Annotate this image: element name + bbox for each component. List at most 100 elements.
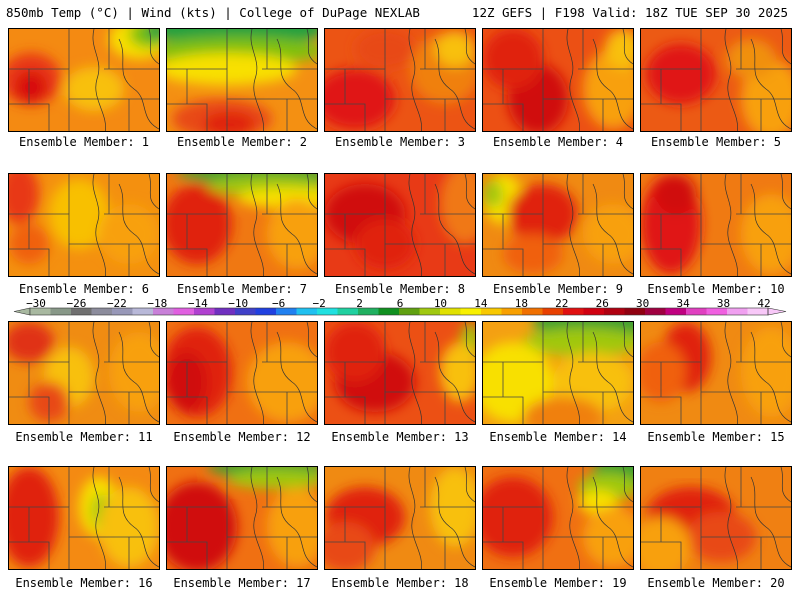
- temperature-region: [203, 112, 255, 131]
- river-line: [750, 476, 791, 568]
- ensemble-member-label: Ensemble Member: 18: [331, 576, 469, 590]
- colorbar-swatch: [337, 308, 359, 315]
- temperature-map: [483, 29, 633, 131]
- river-line: [306, 467, 317, 503]
- ensemble-member-label: Ensemble Member: 16: [15, 576, 153, 590]
- ensemble-panel-15: [640, 321, 792, 425]
- temperature-map: [483, 174, 633, 276]
- temperature-region: [440, 174, 475, 244]
- ensemble-member-label: Ensemble Member: 7: [176, 282, 308, 296]
- temperature-region: [440, 342, 475, 402]
- state-border: [325, 361, 445, 393]
- temperature-map: [483, 322, 633, 424]
- colorbar-swatch: [153, 308, 174, 315]
- river-line: [592, 38, 633, 130]
- model-run-info: 12Z GEFS | F198 Valid: 18Z TUE SEP 30 20…: [471, 5, 788, 20]
- colorbar-swatch: [727, 308, 748, 315]
- river-line: [306, 322, 317, 358]
- temperature-region: [641, 517, 691, 569]
- river-line: [592, 183, 633, 275]
- colorbar-swatch: [317, 308, 338, 315]
- temperature-map: [167, 467, 317, 569]
- temperature-map: [167, 29, 317, 131]
- temperature-map: [167, 174, 317, 276]
- ensemble-member-label: Ensemble Member: 1: [18, 135, 150, 149]
- colorbar-swatch: [747, 308, 769, 315]
- colorbar-swatch: [358, 308, 379, 315]
- river-line: [780, 29, 791, 65]
- river-line: [780, 322, 791, 358]
- state-border: [483, 248, 524, 276]
- river-line: [780, 174, 791, 210]
- colorbar-swatch: [50, 308, 72, 315]
- temperature-region: [325, 522, 375, 569]
- state-border: [167, 361, 287, 393]
- colorbar-swatch: [481, 308, 502, 315]
- river-line: [724, 467, 738, 569]
- river-line: [434, 476, 475, 568]
- state-border: [9, 396, 50, 424]
- state-border: [325, 396, 366, 424]
- map-title: 850mb Temp (°C) | Wind (kts) | College o…: [6, 5, 420, 20]
- river-line: [306, 29, 317, 65]
- colorbar-tick-label: 34: [676, 297, 690, 310]
- temperature-region: [741, 327, 791, 417]
- colorbar-swatch: [501, 308, 523, 315]
- colorbar-swatch: [173, 308, 195, 315]
- temperature-region: [483, 29, 543, 89]
- temperature-region: [483, 180, 503, 208]
- temperature-region: [325, 69, 395, 129]
- river-line: [724, 322, 738, 424]
- state-border: [483, 506, 603, 538]
- state-border: [167, 213, 287, 245]
- state-border: [483, 396, 524, 424]
- temperature-map: [9, 322, 159, 424]
- state-border: [641, 541, 682, 569]
- colorbar-swatch: [624, 308, 646, 315]
- colorbar-tick-label: 2: [356, 297, 363, 310]
- temperature-map: [641, 322, 791, 424]
- ensemble-member-label: Ensemble Member: 19: [489, 576, 627, 590]
- river-line: [118, 331, 159, 423]
- colorbar-tick-label: −10: [228, 297, 249, 310]
- ensemble-member-label: Ensemble Member: 6: [18, 282, 150, 296]
- ensemble-panel-4: [482, 28, 634, 132]
- state-border: [483, 361, 603, 393]
- river-line: [250, 29, 264, 131]
- state-border: [325, 103, 366, 131]
- river-line: [750, 183, 791, 275]
- river-line: [148, 174, 159, 210]
- river-line: [622, 29, 633, 65]
- ensemble-panel-2: [166, 28, 318, 132]
- river-line: [464, 322, 475, 358]
- ensemble-member-label: Ensemble Member: 4: [492, 135, 624, 149]
- ensemble-panel-13: [324, 321, 476, 425]
- state-border: [641, 68, 761, 100]
- temperature-region: [9, 322, 54, 362]
- temperature-region: [64, 67, 124, 111]
- temperature-region: [726, 39, 776, 79]
- state-border: [483, 213, 603, 245]
- river-line: [724, 29, 738, 131]
- temperature-region: [553, 352, 633, 412]
- river-line: [464, 174, 475, 210]
- ensemble-panel-1: [8, 28, 160, 132]
- state-border: [167, 506, 287, 538]
- river-line: [566, 322, 580, 424]
- colorbar-tick-label: 10: [433, 297, 448, 310]
- river-line: [276, 331, 317, 423]
- ensemble-panel-9: [482, 173, 634, 277]
- ensemble-member-label: Ensemble Member: 11: [15, 430, 153, 444]
- temperature-map: [641, 29, 791, 131]
- river-line: [148, 467, 159, 503]
- temperature-region: [167, 53, 297, 85]
- state-border: [167, 103, 208, 131]
- river-line: [464, 467, 475, 503]
- ensemble-panel-12: [166, 321, 318, 425]
- state-border: [641, 396, 682, 424]
- state-border: [641, 213, 761, 245]
- ensemble-panel-11: [8, 321, 160, 425]
- colorbar-swatch: [132, 308, 154, 315]
- state-border: [167, 248, 208, 276]
- temperature-region: [646, 44, 716, 104]
